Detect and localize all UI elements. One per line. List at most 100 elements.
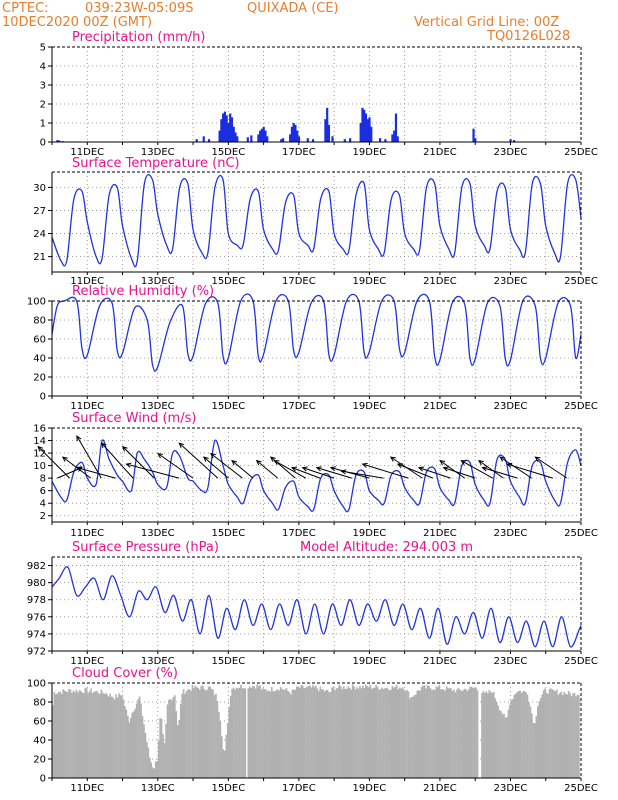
header: CPTEC: 039:23W-05:09S QUIXADA (CE) 10DEC… — [2, 1, 570, 44]
cloud-bar — [193, 687, 195, 778]
x-tick-label: 11DEC — [70, 401, 104, 412]
cloud-bar — [348, 687, 351, 778]
precip-bar — [306, 138, 309, 142]
cloud-bar — [290, 694, 292, 778]
wind-vector-head — [481, 466, 488, 472]
cloud-bar — [319, 686, 322, 778]
cloud-bar — [343, 686, 345, 778]
cloud-bar — [369, 684, 372, 778]
cloud-bar — [554, 691, 557, 778]
cloud-bar — [501, 714, 504, 778]
cloud-bar — [66, 692, 69, 778]
precip-bar — [195, 139, 198, 142]
cloud-bar — [466, 691, 469, 778]
wind-vector-head — [439, 459, 446, 466]
cloud-bar — [435, 686, 438, 778]
cloud-bar — [181, 693, 183, 778]
cloud-bar — [128, 722, 131, 778]
cloud-bar — [351, 684, 354, 778]
cloud-bar — [297, 686, 300, 778]
cloud-bar — [353, 686, 355, 778]
cloud-bar — [77, 692, 79, 778]
cloud-bar — [366, 686, 369, 778]
x-tick-label: 21DEC — [423, 656, 457, 667]
wind-vector-head — [61, 456, 68, 462]
series-line — [51, 566, 582, 648]
x-tick-label: 13DEC — [141, 147, 175, 158]
cloud-bar — [454, 692, 457, 778]
cloud-bar — [291, 689, 294, 778]
header-start-date: 10DEC2020 00Z (GMT) — [2, 15, 152, 30]
x-tick-label: 17DEC — [282, 783, 316, 794]
cloud-bar — [56, 693, 59, 778]
cloud-bar — [426, 685, 429, 778]
wind-vector-head — [75, 466, 82, 472]
y-tick-label: 1 — [40, 119, 46, 130]
cloud-bar — [162, 734, 164, 778]
cloud-bar — [381, 687, 383, 778]
x-tick-label: 21DEC — [423, 528, 457, 539]
cloud-bar — [406, 689, 408, 778]
wind-vector-head — [340, 469, 347, 475]
cloud-bar — [476, 690, 479, 778]
precip-bar — [260, 128, 264, 142]
cloud-bar — [451, 691, 454, 778]
panel-title: Cloud Cover (%) — [72, 666, 178, 681]
wind-vector-head — [506, 462, 513, 468]
cloud-bar — [491, 692, 494, 778]
y-tick-label: 5 — [40, 43, 46, 54]
x-tick-label: 11DEC — [70, 276, 104, 287]
cloud-bar — [560, 691, 563, 778]
cloud-bar — [69, 689, 72, 778]
cloud-bar — [563, 692, 566, 778]
cloud-bar — [55, 694, 57, 778]
cloud-bar — [495, 702, 498, 778]
cloud-bar — [134, 708, 136, 778]
cloud-bar — [544, 688, 546, 778]
cloud-bar — [547, 693, 549, 778]
cloud-bar — [331, 687, 333, 778]
wind-vector-head — [417, 466, 425, 472]
cloud-bar — [178, 719, 181, 778]
cloud-bar — [154, 761, 157, 778]
panel-annotation: Model Altitude: 294.003 m — [300, 540, 473, 555]
precip-bar — [266, 136, 269, 142]
cloud-bar — [150, 762, 153, 778]
x-tick-label: 13DEC — [141, 783, 175, 794]
cloud-bar — [532, 723, 535, 778]
y-tick-label: 3 — [40, 81, 46, 92]
cloud-bar — [473, 687, 476, 778]
precip-bar — [331, 136, 334, 142]
wind-vector-head — [100, 442, 107, 449]
cloud-bar — [52, 705, 54, 778]
wind-vector-head — [361, 462, 368, 468]
wind-vector-head — [273, 460, 280, 466]
cloud-bar — [526, 694, 529, 778]
cloud-bar — [81, 692, 84, 778]
cloud-bar — [106, 694, 109, 778]
cloud-bar — [573, 692, 576, 778]
cloud-bar — [234, 689, 236, 778]
wind-vector-head — [121, 445, 128, 452]
y-tick-label: 60 — [33, 717, 46, 728]
precip-bar — [349, 138, 352, 142]
cloud-bar — [53, 692, 56, 778]
precip-bar — [230, 117, 234, 142]
wind-vector-head — [396, 463, 403, 469]
cloud-bar — [87, 692, 89, 778]
cloud-bar — [147, 747, 150, 778]
precip-bar — [297, 136, 301, 142]
cloud-bar — [416, 690, 419, 778]
cloud-bar — [71, 693, 73, 778]
cloud-bar — [428, 686, 430, 778]
cloud-bar — [68, 688, 70, 778]
x-tick-label: 19DEC — [353, 656, 387, 667]
cloud-bar — [415, 694, 417, 778]
precip-bar — [327, 124, 331, 142]
cloud-bar — [201, 685, 204, 778]
precip-bar — [56, 140, 59, 142]
precip-bar — [359, 123, 362, 142]
precip-bar — [202, 136, 205, 142]
y-tick-label: 2 — [40, 100, 46, 111]
cloud-bar — [175, 711, 178, 778]
